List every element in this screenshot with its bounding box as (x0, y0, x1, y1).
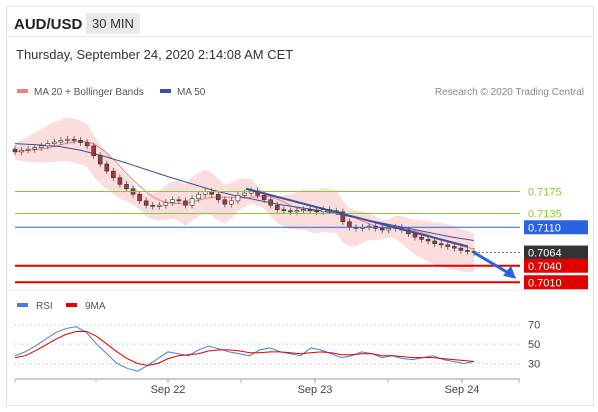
candle-body (222, 199, 228, 205)
x-tick-label: Sep 22 (151, 384, 186, 396)
candle-body (163, 202, 169, 206)
candle-body (143, 200, 149, 206)
candle-body (38, 145, 44, 148)
rsi-series-9MA (14, 330, 475, 366)
candle-body (229, 200, 234, 205)
candle-body (261, 195, 267, 201)
candle-body (412, 233, 418, 238)
candle-body (419, 236, 424, 240)
candle-body (452, 246, 457, 249)
candle-body (274, 204, 280, 210)
candle-body (379, 228, 385, 231)
candle-body (438, 243, 444, 246)
candle-body (19, 149, 24, 153)
level-label-0.7040: 0.7040 (528, 261, 562, 273)
projection-arrow (473, 251, 509, 275)
candle-body (288, 210, 293, 213)
projection-arrow-head (503, 265, 516, 279)
level-label-0.7110: 0.7110 (528, 222, 561, 234)
candle-body (117, 177, 123, 185)
ma9-legend-swatch (66, 303, 77, 307)
candle-body (91, 145, 96, 157)
candle-body (386, 228, 392, 231)
bb-legend-swatch (17, 89, 28, 93)
candle-body (170, 199, 175, 203)
rsi-legend-label: RSI (36, 301, 53, 312)
candle-body (32, 147, 37, 150)
candle-body (124, 184, 129, 190)
level-tag-0.7110 (524, 220, 588, 235)
candle-body (242, 192, 247, 196)
candle-body (465, 250, 470, 252)
candle-body (111, 170, 116, 179)
candle-body (425, 239, 431, 242)
rsi-plot-area: 30 50 70 (14, 320, 540, 372)
candle-body (25, 148, 31, 151)
candle-body (301, 209, 306, 212)
bb-legend-label: MA 20 + Bollinger Bands (34, 87, 144, 98)
level-label-0.7135: 0.7135 (528, 209, 562, 221)
ma9-legend-label: 9MA (85, 301, 106, 312)
candle-body (432, 240, 437, 245)
candle-body (189, 198, 195, 206)
rsi-series-RSI (14, 326, 475, 372)
candle-body (268, 199, 274, 206)
candle-body (150, 204, 155, 207)
candle-body (45, 143, 51, 147)
rsi-legend-swatch (17, 303, 28, 307)
candle-body (294, 210, 300, 213)
level-label-0.7010: 0.7010 (528, 277, 562, 289)
chart-header: AUD/USD 30 MIN (6, 6, 592, 37)
candle-body (78, 140, 83, 143)
timestamp-line: Thursday, September 24, 2020 2:14:08 AM … (16, 47, 294, 62)
candle-body (156, 204, 162, 207)
candle-body (307, 209, 313, 212)
level-label-0.7064: 0.7064 (528, 248, 562, 260)
candle-body (84, 142, 90, 147)
rsi-tick-50: 50 (528, 339, 540, 351)
candle-body (196, 193, 201, 199)
trendline (245, 187, 469, 248)
rsi-tick-30: 30 (528, 358, 540, 370)
candle-body (458, 247, 464, 251)
candle-body (104, 163, 110, 172)
level-label-0.7175: 0.7175 (528, 187, 562, 199)
candle-body (137, 193, 142, 202)
candle-body (176, 199, 182, 202)
candle-body (71, 138, 77, 141)
candle-body (445, 244, 451, 247)
candle-body (58, 140, 64, 143)
timeframe-badge[interactable]: 30 MIN (86, 13, 140, 34)
currency-pair-title: AUD/USD (14, 16, 83, 33)
candle-body (314, 210, 319, 213)
candle-body (340, 211, 346, 223)
credit-label: Research © 2020 Trading Central (435, 87, 584, 98)
candle-body (215, 193, 221, 201)
candle-body (65, 138, 70, 141)
x-axis: Sep 22 Sep 23 Sep 24 (14, 378, 520, 396)
x-tick-label: Sep 24 (445, 384, 480, 396)
candle-body (97, 155, 103, 165)
ma50-legend-swatch (160, 89, 171, 93)
ma50-legend-label: MA 50 (177, 87, 206, 98)
candle-body (183, 200, 188, 206)
rsi-tick-70: 70 (528, 320, 540, 332)
candle-body (12, 148, 18, 153)
candle-body (347, 221, 352, 228)
candle-body (235, 195, 241, 202)
level-tag-0.7064 (524, 245, 588, 260)
level-tag-0.7010 (524, 275, 588, 290)
candle-body (281, 209, 287, 212)
x-tick-label: Sep 23 (298, 384, 333, 396)
level-tag-0.7040 (524, 258, 588, 273)
candle-body (52, 141, 57, 144)
